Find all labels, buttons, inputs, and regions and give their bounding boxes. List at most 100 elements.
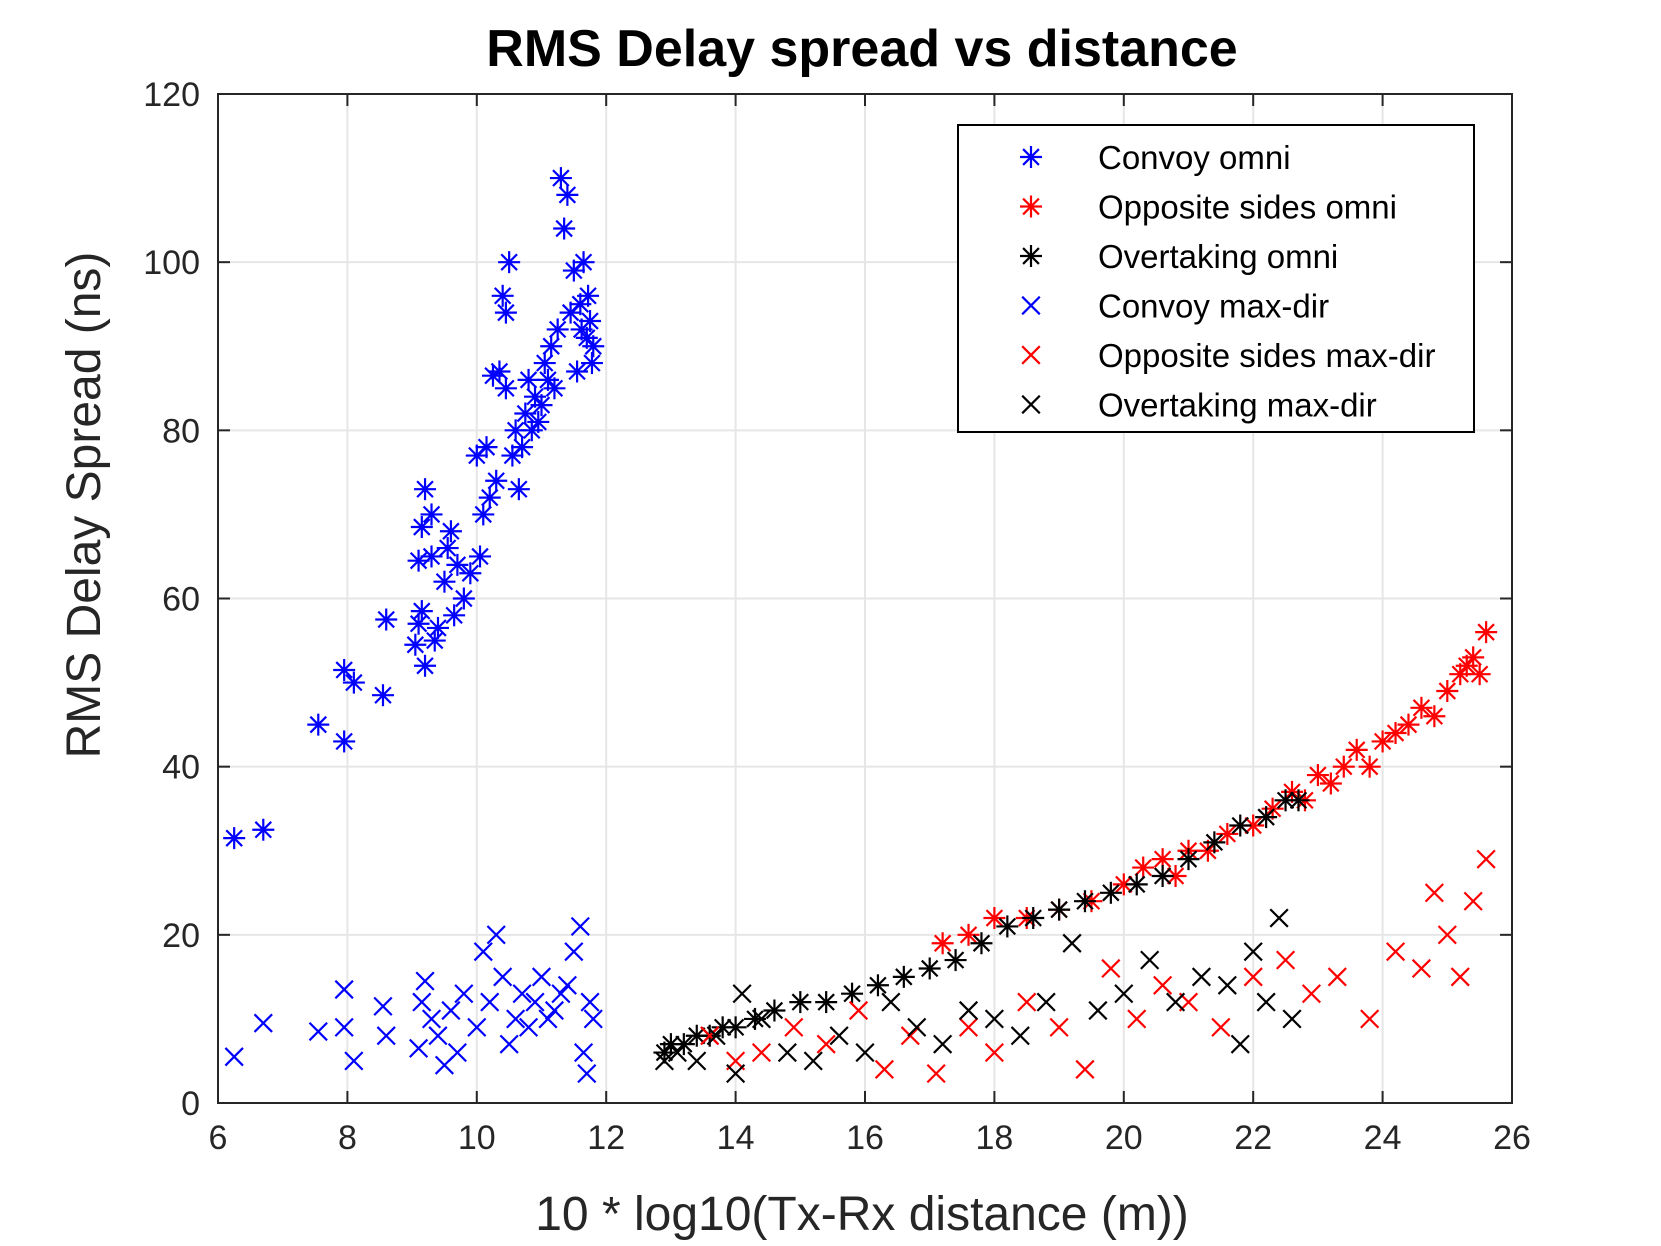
data-point [538,1009,558,1029]
data-point [469,545,492,568]
data-point [1436,679,1459,702]
data-point [1022,907,1045,930]
legend: Convoy omni Opposite sides omni Overtaking… [957,124,1475,433]
data-point [1282,1009,1302,1029]
data-point [1177,848,1200,871]
data-point [506,1009,526,1029]
data-point [454,984,474,1004]
data-point [544,1000,565,1021]
data-point [1216,822,1239,845]
data-point [1073,890,1096,913]
data-point [1036,992,1056,1012]
data-point [410,600,433,623]
data-point [1384,722,1407,745]
data-point [1088,1000,1108,1021]
data-point [553,217,576,240]
data-point [580,992,600,1012]
data-point [751,1009,772,1029]
data-point [527,410,550,433]
series-opposite-sides-max-dir [700,849,1496,1084]
data-point [1275,950,1296,970]
data-point [933,1034,953,1054]
data-point [570,916,590,937]
data-point [577,1063,597,1084]
data-point [1112,873,1135,896]
data-point [1114,984,1134,1004]
data-point [480,992,500,1012]
data-point [1410,696,1433,719]
data-point [1476,849,1496,869]
data-point [874,1059,894,1079]
axis-ticks: 6 8 10 12 14 16 18 20 22 24 26 0 20 40 60 80 100 120 [143,76,1531,1157]
data-point [900,1026,920,1046]
data-point [423,629,446,652]
data-point [412,992,432,1012]
data-point [421,1009,442,1029]
data-point [446,553,469,576]
data-point [944,949,967,972]
data-point [1463,891,1483,911]
x-tick-label: 16 [846,1119,884,1157]
data-point [1217,975,1237,995]
data-point [433,570,456,593]
data-point [816,1034,836,1054]
y-axis-label: RMS Delay Spread (ns) [58,252,111,759]
series-opposite-sides-omni [931,621,1498,955]
data-point [751,1042,772,1063]
data-point [892,965,915,988]
data-point [1287,789,1310,812]
data-point [491,284,514,307]
data-point [1345,738,1368,761]
data-point [1269,908,1289,928]
series-convoy-omni [223,167,605,850]
y-tick-label: 0 [181,1085,200,1123]
data-point [333,658,356,681]
data-point [1243,942,1263,962]
data-point [533,352,556,375]
data-point [1360,1009,1380,1029]
data-point [467,1017,487,1037]
data-point [1327,967,1347,987]
series-overtaking-omni [653,789,1310,1064]
legend-entry: Opposite sides omni [1098,189,1397,226]
data-point [414,478,437,501]
data-point [1017,992,1037,1012]
data-point [488,360,511,383]
x-tick-label: 8 [338,1119,357,1157]
data-point [1211,1017,1231,1037]
data-point [494,377,517,400]
data-point [1332,755,1355,778]
data-point [1164,864,1187,887]
chart-title: RMS Delay spread vs distance [486,20,1237,78]
series-overtaking-max-dir [654,908,1302,1084]
data-point [308,1021,328,1042]
data-point [475,436,498,459]
data-point [970,932,993,955]
data-point [654,1051,675,1071]
data-point [252,818,275,841]
y-tick-label: 20 [162,917,200,955]
data-point [530,394,553,417]
data-point [777,1042,797,1063]
data-point [410,516,433,539]
data-point [439,520,462,543]
data-point [408,1038,429,1058]
legend-marker [1021,394,1041,415]
y-tick-label: 80 [162,412,200,450]
data-point [485,469,508,492]
data-point [407,612,430,635]
data-point [436,537,459,560]
data-point [307,713,330,736]
data-point [763,999,786,1022]
data-point [726,1063,746,1084]
data-point [1229,814,1252,837]
data-point [1468,663,1491,686]
legend-box [957,124,1475,433]
legend-entry: Overtaking max-dir [1098,387,1377,424]
data-point [525,992,545,1012]
data-point [1151,864,1174,887]
data-point [414,654,437,677]
data-point [841,982,864,1005]
data-point [926,1063,946,1084]
data-point [1010,1026,1030,1046]
